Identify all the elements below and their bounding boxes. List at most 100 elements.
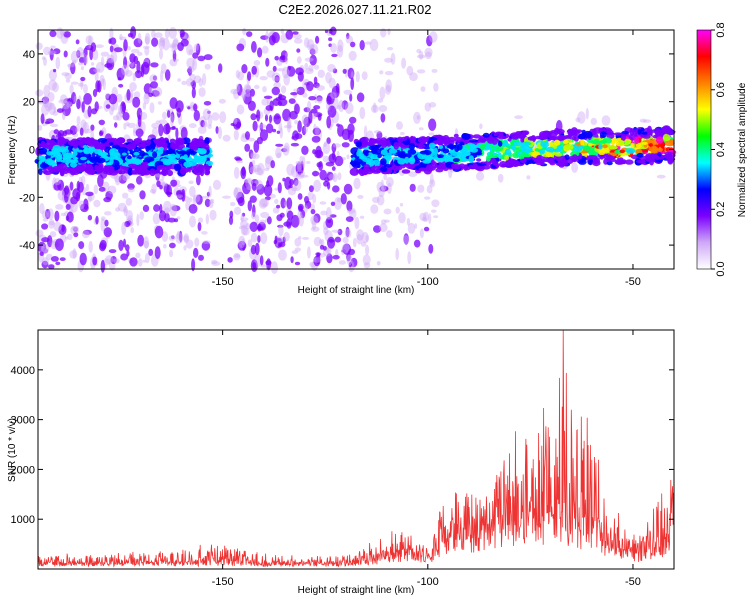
- spectrogram-blob: [100, 216, 106, 222]
- spectrogram-blob: [150, 81, 158, 89]
- spectrogram-blob: [142, 167, 148, 171]
- spectrogram-blob: [88, 240, 93, 253]
- spectrogram-blob: [360, 241, 367, 247]
- spectrogram-blob: [76, 50, 81, 58]
- spectrogram-blob: [306, 39, 315, 51]
- spectrogram-blob: [341, 142, 350, 148]
- spectrogram-blob: [127, 183, 135, 190]
- spectrogram-blob: [468, 155, 475, 163]
- spectrogram-blob: [264, 196, 271, 201]
- spectrogram-blob: [380, 166, 388, 173]
- spectrogram-blob: [160, 63, 167, 74]
- spectrogram-blob: [80, 203, 89, 213]
- spectrogram-blob: [313, 213, 321, 223]
- spectrogram-blob: [429, 31, 438, 43]
- spectrogram-blob: [259, 122, 264, 132]
- spectrogram-blob: [133, 140, 138, 145]
- spectrogram-blob: [571, 162, 578, 173]
- spectrogram-blob: [524, 154, 532, 158]
- spectrogram-blob: [252, 164, 262, 173]
- spectrogram-blob: [120, 253, 128, 261]
- spectrogram-blob: [91, 152, 96, 158]
- spectrogram-blob: [386, 152, 392, 158]
- spectrogram-blob: [380, 113, 386, 123]
- spectrogram-blob: [381, 184, 387, 192]
- spectrogram-blob: [652, 134, 658, 139]
- spectrogram-blob: [40, 113, 45, 124]
- spectrogram-blob: [92, 49, 99, 61]
- spectrogram-blob: [319, 244, 325, 250]
- spectrogram-blob: [350, 257, 358, 268]
- spectrogram-blob: [286, 163, 295, 176]
- spectrogram-blob: [380, 179, 384, 191]
- spectrogram-blob: [126, 210, 133, 222]
- spectrogram-blob: [242, 227, 250, 236]
- spectrogram-blob: [168, 235, 176, 241]
- spectrogram-blob: [113, 258, 120, 264]
- spectrogram-blob: [70, 50, 79, 64]
- spectrogram-blob: [476, 171, 485, 181]
- spectrogram-blob: [621, 130, 629, 135]
- spectrogram-ytick-label: -40: [19, 240, 35, 252]
- spectrogram-blob: [133, 151, 140, 156]
- spectrogram-blob: [642, 134, 651, 139]
- colorbar-gradient: [696, 29, 712, 270]
- spectrogram-blob: [592, 160, 601, 167]
- spectrogram-blob: [42, 257, 49, 266]
- spectrogram-blob: [163, 160, 170, 165]
- spectrogram-blob: [97, 138, 108, 143]
- spectrogram-blob: [250, 152, 257, 159]
- spectrogram-blob: [280, 85, 287, 94]
- spectrogram-blob: [353, 177, 361, 190]
- spectrogram-blob: [180, 167, 186, 175]
- spectrogram-blob: [233, 206, 242, 215]
- spectrogram-blob: [198, 78, 204, 87]
- spectrogram-blob: [46, 151, 54, 156]
- spectrogram-blob: [42, 210, 49, 220]
- spectrogram-blob: [428, 132, 435, 136]
- spectrogram-blob: [136, 143, 146, 148]
- spectrogram-blob: [433, 215, 439, 219]
- spectrogram-blob: [170, 111, 175, 123]
- spectrogram-blob: [118, 239, 124, 252]
- spectrogram-blob: [378, 185, 385, 198]
- spectrogram-blob: [168, 153, 177, 160]
- spectrogram-blob: [323, 226, 329, 236]
- spectrogram-blob: [168, 27, 177, 39]
- spectrogram-ytick-label: 40: [23, 49, 35, 61]
- spectrogram-blob: [54, 177, 61, 186]
- spectrogram-blob: [312, 193, 317, 204]
- spectrogram-blob: [159, 184, 163, 190]
- spectrogram-blob: [243, 93, 252, 105]
- spectrogram-blob: [199, 165, 206, 172]
- spectrogram-blob: [379, 185, 389, 192]
- spectrogram-blob: [245, 223, 251, 230]
- spectrogram-blob: [578, 159, 587, 165]
- spectrogram-blob: [126, 250, 130, 257]
- spectrogram-blob: [253, 140, 260, 153]
- spectrogram-blob: [41, 96, 50, 104]
- spectrogram-blob: [280, 50, 288, 60]
- spectrogram-blob: [185, 239, 194, 249]
- spectrogram-blob: [284, 52, 288, 65]
- spectrogram-blob: [479, 123, 483, 130]
- spectrogram-blob: [218, 98, 226, 104]
- spectrogram-blob: [151, 90, 160, 97]
- spectrogram-blob: [176, 190, 182, 197]
- spectrogram-ytick-label: 0: [29, 145, 35, 157]
- spectrogram-blob: [236, 83, 240, 93]
- spectrogram-blob: [316, 95, 323, 102]
- spectrogram-blob: [234, 254, 241, 258]
- spectrogram-blob: [277, 182, 282, 194]
- spectrogram-blob: [44, 142, 55, 150]
- spectrogram-blob: [204, 63, 211, 70]
- spectrogram-blob: [512, 159, 519, 164]
- spectrogram-blob: [387, 28, 391, 36]
- spectrogram-blob: [230, 88, 239, 95]
- spectrogram-blob: [363, 125, 368, 138]
- spectrogram-blob: [176, 216, 181, 220]
- spectrogram-blob: [249, 221, 258, 232]
- spectrogram-blob: [41, 103, 50, 116]
- spectrogram-blob: [47, 208, 54, 220]
- spectrogram-blob: [327, 105, 337, 118]
